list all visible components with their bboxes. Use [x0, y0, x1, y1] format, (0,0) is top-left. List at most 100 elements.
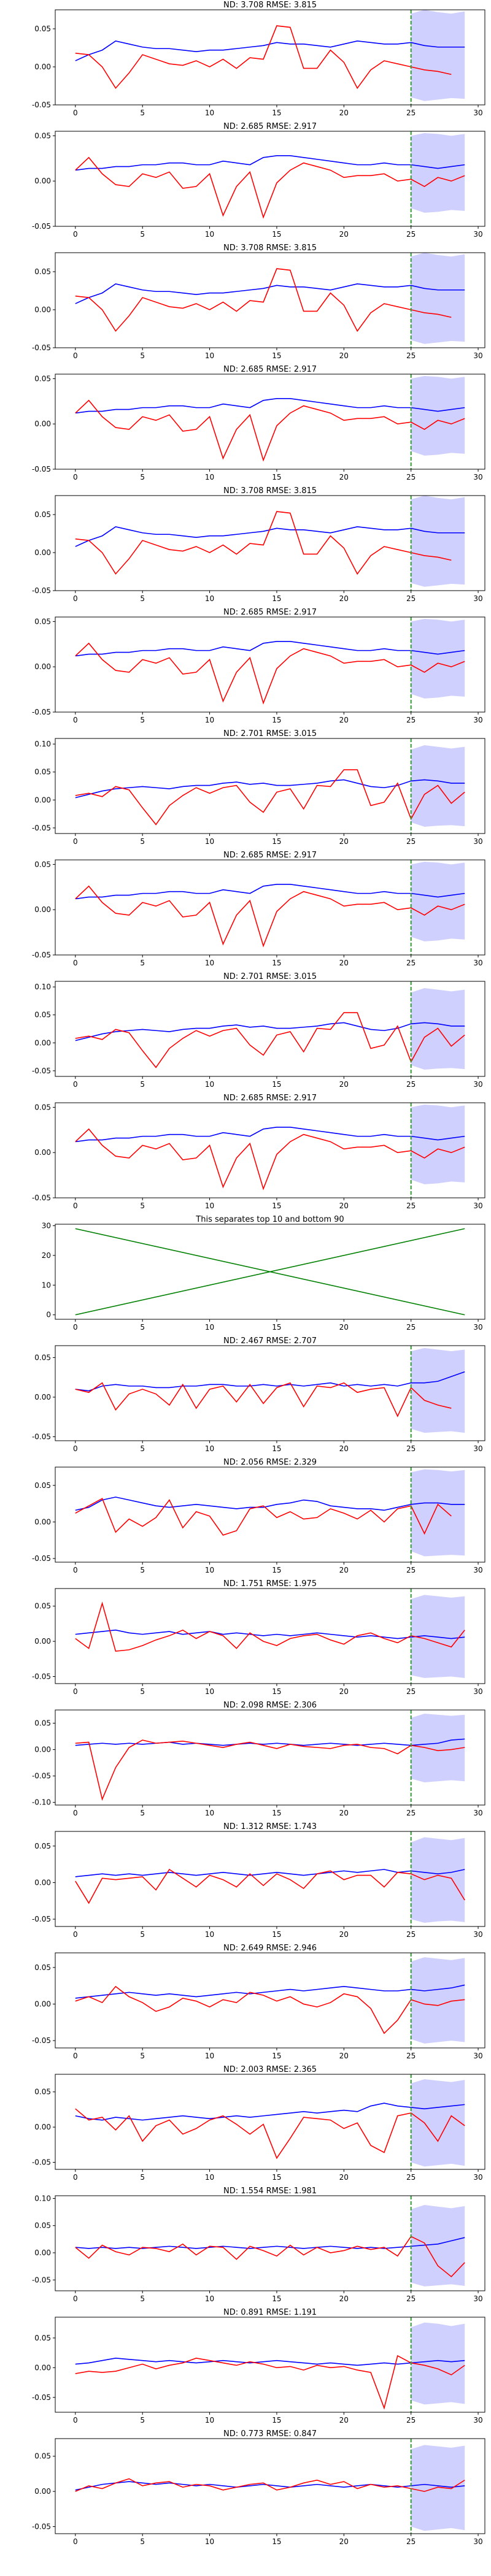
y-tick-label: 0.00	[34, 662, 51, 671]
panel-2: ND: 2.685 RMSE: 2.917 0 5 10 15 20 25 30 -0.05 0.…	[32, 122, 485, 239]
y-tick-label: -0.05	[32, 2158, 51, 2167]
x-tick-label: 0	[73, 1566, 78, 1574]
forecast-line	[75, 398, 465, 414]
panel-title: ND: 1.751 RMSE: 1.975	[223, 1579, 317, 1589]
y-tick-label: -0.05	[32, 2036, 51, 2045]
panel-18: ND: 2.003 RMSE: 2.365 0 5 10 15 20 25 30 -0.05 0.…	[32, 2065, 485, 2182]
x-tick-label: 15	[272, 230, 281, 239]
y-tick-label: 0.00	[34, 1746, 51, 1754]
panel-title: This separates top 10 and bottom 90	[195, 1215, 344, 1224]
actual-line	[75, 2108, 465, 2160]
forecast-band	[411, 1104, 465, 1184]
x-tick-label: 25	[406, 2052, 416, 2060]
x-tick-label: 20	[339, 594, 349, 603]
x-tick-label: 20	[339, 2052, 349, 2060]
x-tick-label: 5	[140, 109, 145, 117]
x-tick-label: 15	[272, 109, 281, 117]
x-tick-label: 0	[73, 1687, 78, 1696]
axes-frame	[55, 2317, 485, 2413]
axes-frame	[55, 616, 485, 713]
x-tick-label: 25	[406, 230, 416, 239]
actual-line	[75, 1128, 465, 1190]
panel-21: ND: 0.773 RMSE: 0.847 0 5 10 15 20 25 30 -0.05 0.…	[32, 2429, 485, 2546]
x-tick-label: 20	[339, 1202, 349, 1210]
y-tick-label: -0.05	[32, 2393, 51, 2402]
x-tick-label: 25	[406, 837, 416, 846]
axes-frame	[55, 981, 485, 1077]
forecast-band	[411, 253, 465, 344]
x-tick-label: 5	[140, 473, 145, 481]
plot-area	[75, 496, 465, 591]
x-tick-label: 30	[473, 1809, 482, 1817]
forecast-line	[75, 1022, 465, 1041]
y-tick-label: 0.00	[34, 420, 51, 428]
forecast-band	[411, 2322, 465, 2405]
axes-frame	[55, 738, 485, 834]
panel-15: ND: 2.098 RMSE: 2.306 0 5 10 15 20 25 30 -0.10 -0…	[32, 1701, 485, 1817]
y-tick-label: 0.05	[34, 510, 51, 519]
y-tick-label: -0.05	[32, 2523, 51, 2531]
x-tick-label: 5	[140, 959, 145, 967]
actual-line	[75, 2478, 465, 2492]
x-tick-label: 10	[205, 2052, 214, 2060]
y-tick-label: 0.00	[34, 1038, 51, 1047]
panel-title: ND: 2.685 RMSE: 2.917	[223, 608, 317, 617]
x-tick-label: 25	[406, 594, 416, 603]
x-tick-label: 0	[73, 2173, 78, 2182]
x-tick-label: 30	[473, 1566, 482, 1574]
actual-line	[75, 1868, 465, 1904]
x-tick-label: 0	[73, 2294, 78, 2303]
y-tick-label: 0.05	[34, 1353, 51, 1362]
axes-frame	[55, 2195, 485, 2291]
axes-frame	[55, 1224, 485, 1320]
actual-line	[75, 399, 465, 462]
x-tick-label: 5	[140, 230, 145, 239]
x-tick-label: 10	[205, 716, 214, 724]
y-tick-label: 0.05	[34, 860, 51, 868]
plot-area	[75, 2074, 465, 2169]
actual-line	[75, 511, 452, 575]
axes-frame	[55, 495, 485, 591]
y-tick-label: 0.00	[34, 905, 51, 914]
actual-line	[75, 769, 465, 826]
x-tick-label: 5	[140, 1809, 145, 1817]
y-tick-label: -0.05	[32, 586, 51, 595]
axes-frame	[55, 374, 485, 470]
x-tick-label: 5	[140, 716, 145, 724]
axes-frame	[55, 252, 485, 348]
panel-6: ND: 2.685 RMSE: 2.917 0 5 10 15 20 25 30 -0.05 0.…	[32, 608, 485, 724]
actual-line	[75, 25, 452, 90]
panel-title: ND: 3.708 RMSE: 3.815	[223, 486, 317, 496]
forecast-line	[75, 779, 465, 799]
y-tick-label: 0.05	[34, 1842, 51, 1850]
plot-area	[75, 374, 465, 469]
x-tick-label: 15	[272, 1809, 281, 1817]
panel-title: ND: 2.685 RMSE: 2.917	[223, 365, 317, 374]
x-tick-label: 25	[406, 351, 416, 360]
y-tick-label: 0.00	[34, 177, 51, 185]
y-tick-label: 0	[46, 1311, 51, 1319]
x-tick-label: 10	[205, 1930, 214, 1939]
x-tick-label: 15	[272, 2173, 281, 2182]
x-tick-label: 5	[140, 2416, 145, 2425]
y-tick-label: -0.05	[32, 824, 51, 832]
x-tick-label: 0	[73, 959, 78, 967]
forecast-line	[75, 283, 465, 304]
plot-area	[75, 2439, 465, 2534]
x-tick-label: 5	[140, 2294, 145, 2303]
x-tick-label: 10	[205, 351, 214, 360]
panel-12: ND: 2.467 RMSE: 2.707 0 5 10 15 20 25 30 -0.05 0.…	[32, 1336, 485, 1453]
y-tick-label: 0.05	[34, 2088, 51, 2096]
x-tick-label: 20	[339, 230, 349, 239]
y-tick-label: 0.05	[34, 1011, 51, 1019]
y-tick-label: 0.05	[34, 25, 51, 33]
x-tick-label: 10	[205, 1809, 214, 1817]
y-tick-label: -0.05	[32, 1772, 51, 1781]
y-tick-label: 0.05	[34, 2221, 51, 2230]
x-tick-label: 30	[473, 2537, 482, 2546]
x-tick-label: 25	[406, 2173, 416, 2182]
x-tick-label: 5	[140, 2537, 145, 2546]
x-tick-label: 20	[339, 473, 349, 481]
y-tick-label: -0.05	[32, 1915, 51, 1923]
panel-10: ND: 2.685 RMSE: 2.917 0 5 10 15 20 25 30 -0.05 0.…	[32, 1094, 485, 1210]
